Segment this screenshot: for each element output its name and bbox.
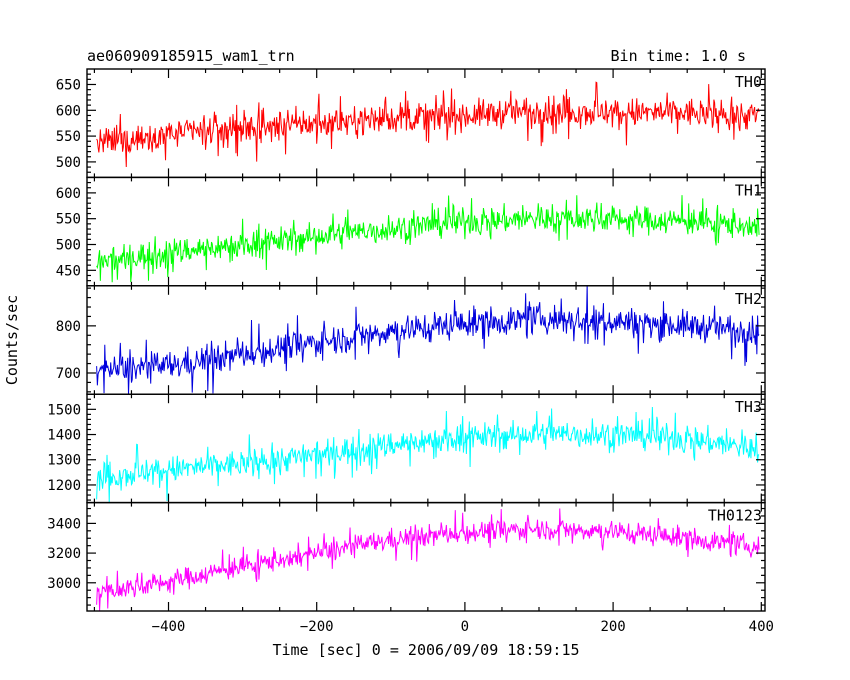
y-tick-label: 500 [56,155,81,171]
panel-th0-ticks [87,69,765,178]
y-tick-label: 1500 [47,402,81,418]
panel-label-th2: TH2 [735,290,762,308]
panel-label-th3: TH3 [735,398,762,416]
panel-label-th1: TH1 [735,181,762,199]
chart-title: ae060909185915_wam1_trn [87,47,295,65]
y-tick-label: 1300 [47,453,81,469]
x-axis: −400 −200 0 200 400 [152,619,774,635]
x-tick-label: 0 [461,619,469,635]
y-tick-label: 600 [56,103,81,119]
bin-time-label: Bin time: 1.0 s [611,47,746,65]
y-tick-label: 3400 [47,516,81,532]
panel-th0123-ticks [87,502,765,611]
y-tick-label: 650 [56,77,81,93]
x-tick-label: 400 [749,619,774,635]
y-tick-label: 3200 [47,546,81,562]
y-tick-label: 500 [56,238,81,254]
y-tick-label: 600 [56,186,81,202]
panel-frame [86,393,766,504]
panel-th3: 1200 1300 1400 1500 TH3 [47,393,766,504]
panel-frame [86,501,766,612]
panel-th3-ticks [87,394,765,503]
x-tick-label: −400 [152,619,186,635]
y-tick-label: 1400 [47,428,81,444]
y-tick-label: 3000 [47,576,81,592]
panel-frame [86,176,766,287]
series-th0123-line [96,508,760,611]
panel-stack: 500 550 600 650 TH0 450 500 550 600 TH1 700 800 TH2 1… [47,68,766,612]
panel-th1-ticks [87,177,765,286]
panel-th1: 450 500 550 600 TH1 [56,176,766,287]
y-tick-label: 800 [56,319,81,335]
y-tick-label: 550 [56,129,81,145]
y-axis-label: Counts/sec [3,295,21,385]
y-tick-label: 700 [56,366,81,382]
series-th1-line [96,195,760,283]
panel-th0: 500 550 600 650 TH0 [56,68,766,179]
x-axis-label: Time [sec] 0 = 2006/09/09 18:59:15 [272,641,579,659]
series-th3-line [96,407,760,503]
panel-th0123: 3000 3200 3400 TH0123 [47,501,766,612]
panel-th2: 700 800 TH2 [56,285,766,395]
panel-label-th0123: TH0123 [708,507,762,525]
y-tick-label: 550 [56,212,81,228]
series-th2-line [96,285,760,395]
y-tick-label: 450 [56,263,81,279]
x-tick-label: −200 [300,619,334,635]
x-tick-label: 200 [600,619,625,635]
panel-label-th0: TH0 [735,73,762,91]
series-th0-line [96,81,760,167]
y-tick-label: 1200 [47,478,81,494]
